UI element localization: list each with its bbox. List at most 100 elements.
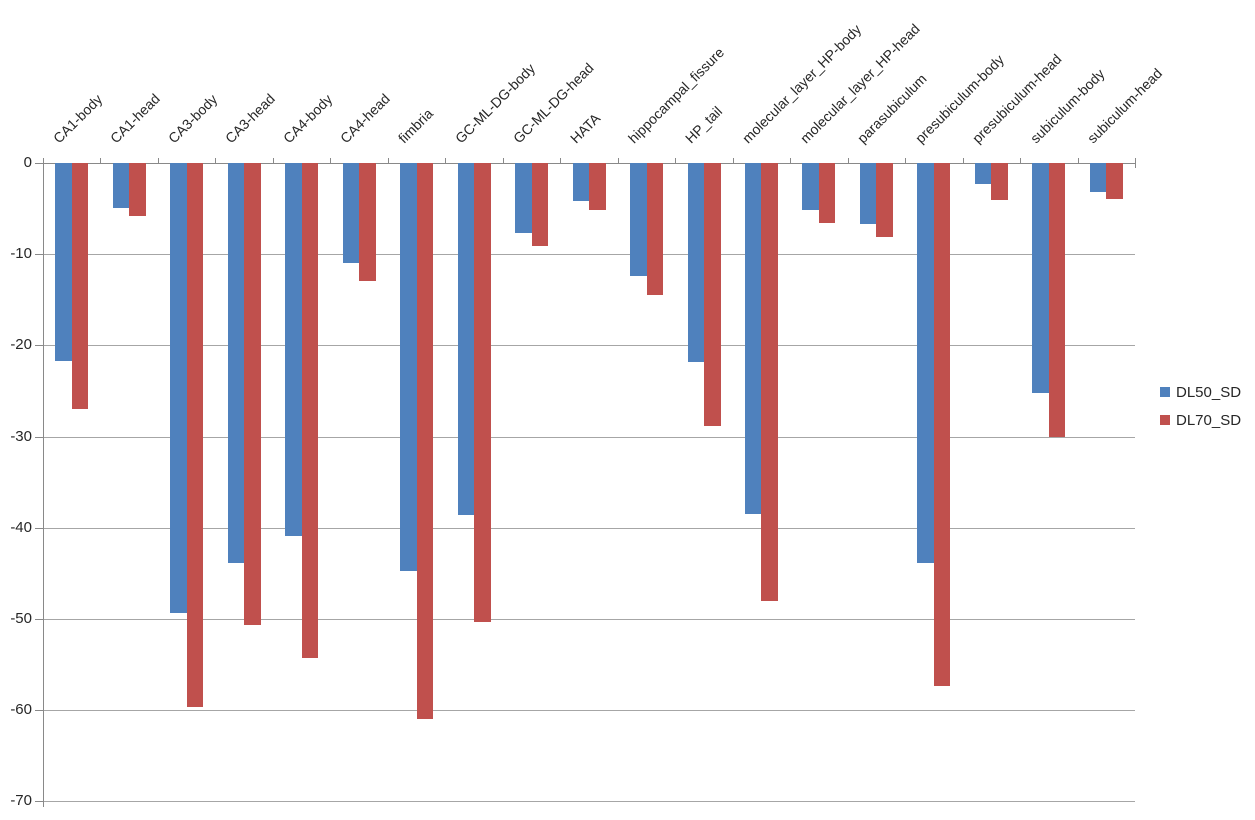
category-tick-3 — [215, 158, 217, 163]
gridline--50 — [43, 619, 1135, 620]
y-axis-line — [43, 158, 44, 808]
y-axis-label--30: -30 — [10, 427, 32, 445]
y-axis-tick--30 — [35, 436, 43, 438]
category-tick-7 — [445, 158, 447, 163]
category-label-CA1-body: CA1-body — [49, 90, 106, 147]
category-tick-5 — [330, 158, 332, 163]
category-tick-18 — [1077, 158, 1079, 163]
bar-DL70_SD-CA4-head — [359, 163, 376, 281]
chart-legend: DL50_SD DL70_SD — [1160, 382, 1241, 438]
gridline--30 — [43, 436, 1135, 438]
bar-DL70_SD-HATA — [589, 163, 606, 211]
category-label-CA1-head: CA1-head — [107, 90, 164, 147]
gridline--20 — [43, 345, 1135, 347]
bar-DL50_SD-GC-ML-DG-body — [457, 163, 475, 515]
legend-swatch-dl70-sd — [1160, 415, 1170, 425]
y-axis-label--20: -20 — [10, 336, 32, 354]
category-tick-2 — [157, 158, 159, 163]
y-axis-tick--60 — [35, 710, 43, 712]
bar-DL50_SD-CA1-body — [55, 163, 72, 361]
bar-DL70_SD-CA1-body — [71, 163, 89, 410]
y-axis-label--10: -10 — [10, 245, 32, 263]
category-label-CA4-body: CA4-body — [279, 90, 335, 147]
y-axis-label--70: -70 — [10, 792, 32, 810]
category-tick-10 — [617, 158, 619, 163]
gridline--40 — [43, 527, 1135, 529]
y-axis-tick--70 — [35, 801, 43, 803]
y-axis-label--50: -50 — [10, 610, 32, 627]
bar-DL50_SD-molecular_layer_HP-body — [744, 163, 762, 515]
bar-DL70_SD-GC-ML-DG-body — [474, 163, 491, 622]
bar-DL70_SD-molecular_layer_HP-body — [761, 163, 778, 601]
bar-DL70_SD-subiculum-head — [1106, 163, 1123, 199]
category-tick-4 — [272, 158, 274, 163]
bar-DL70_SD-fimbria — [416, 163, 434, 720]
bar-DL50_SD-GC-ML-DG-head — [515, 163, 532, 234]
bar-DL70_SD-CA1-head — [129, 163, 146, 216]
category-tick-12 — [732, 158, 734, 163]
category-tick-17 — [1020, 158, 1022, 163]
gridline--70 — [43, 801, 1135, 803]
bar-DL50_SD-CA3-head — [227, 163, 245, 564]
bar-DL50_SD-presubiculum-head — [974, 163, 992, 184]
bar-DL70_SD-hippocampal_fissure — [646, 163, 663, 296]
bar-DL50_SD-subiculum-body — [1032, 163, 1049, 393]
bar-DL50_SD-HATA — [572, 163, 589, 202]
bar-DL70_SD-subiculum-body — [1048, 163, 1066, 437]
legend-item-dl50-sd: DL50_SD — [1160, 382, 1241, 402]
category-label-hippocampal_fissure: hippocampal_fissure — [624, 44, 727, 147]
category-label-fimbria: fimbria — [394, 105, 436, 147]
bar-DL70_SD-molecular_layer_HP-head — [818, 163, 836, 224]
bar-DL50_SD-CA3-body — [170, 163, 187, 613]
bar-DL70_SD-parasubiculum — [876, 163, 893, 237]
y-axis-label--40: -40 — [10, 518, 32, 536]
y-axis-label-0: 0 — [23, 154, 32, 171]
bar-DL70_SD-presubiculum-body — [933, 163, 951, 686]
category-label-HP_tail: HP_tail — [681, 103, 726, 147]
category-tick-1 — [100, 158, 102, 163]
y-axis-tick--50 — [35, 619, 43, 620]
bar-DL50_SD-CA1-head — [112, 163, 130, 208]
category-axis-end-tick — [1135, 163, 1136, 168]
y-axis-tick--20 — [35, 345, 43, 347]
category-label-CA4-head: CA4-head — [337, 90, 393, 147]
bar-DL50_SD-subiculum-head — [1089, 163, 1107, 193]
legend-label-dl50-sd: DL50_SD — [1176, 383, 1242, 401]
bar-DL70_SD-presubiculum-head — [991, 163, 1008, 201]
category-tick-6 — [387, 158, 389, 163]
category-tick-0 — [43, 158, 44, 163]
category-tick-8 — [502, 158, 504, 163]
bar-DL50_SD-molecular_layer_HP-head — [802, 163, 819, 210]
category-label-HATA: HATA — [566, 110, 604, 147]
y-axis-tick--10 — [35, 254, 43, 256]
category-tick-13 — [790, 158, 792, 163]
bar-DL70_SD-GC-ML-DG-head — [531, 163, 548, 246]
category-label-CA3-head: CA3-head — [222, 90, 279, 147]
category-label-CA3-body: CA3-body — [164, 90, 221, 147]
bar-DL50_SD-CA4-body — [285, 163, 302, 536]
category-tick-14 — [847, 158, 849, 163]
bar-DL50_SD-hippocampal_fissure — [630, 163, 647, 277]
gridline--10 — [43, 254, 1135, 256]
bar-DL70_SD-HP_tail — [704, 163, 721, 426]
bar-DL50_SD-HP_tail — [687, 163, 704, 362]
legend-label-dl70-sd: DL70_SD — [1176, 411, 1242, 429]
y-axis-label--60: -60 — [10, 701, 32, 719]
bar-DL70_SD-CA3-head — [244, 163, 261, 625]
bar-DL50_SD-fimbria — [400, 163, 417, 571]
category-tick-19 — [1135, 158, 1136, 163]
y-axis-tick-0 — [35, 163, 43, 164]
bar-DL50_SD-CA4-head — [342, 163, 360, 264]
gridline--60 — [43, 710, 1135, 712]
bar-DL70_SD-CA3-body — [186, 163, 204, 707]
bar-DL50_SD-presubiculum-body — [917, 163, 934, 564]
legend-item-dl70-sd: DL70_SD — [1160, 410, 1241, 430]
bar-DL50_SD-parasubiculum — [859, 163, 877, 225]
category-tick-11 — [675, 158, 677, 163]
bar-DL70_SD-CA4-body — [301, 163, 319, 659]
legend-swatch-dl50-sd — [1160, 387, 1170, 397]
category-tick-9 — [560, 158, 562, 163]
category-tick-15 — [905, 158, 907, 163]
y-axis-tick--40 — [35, 527, 43, 529]
